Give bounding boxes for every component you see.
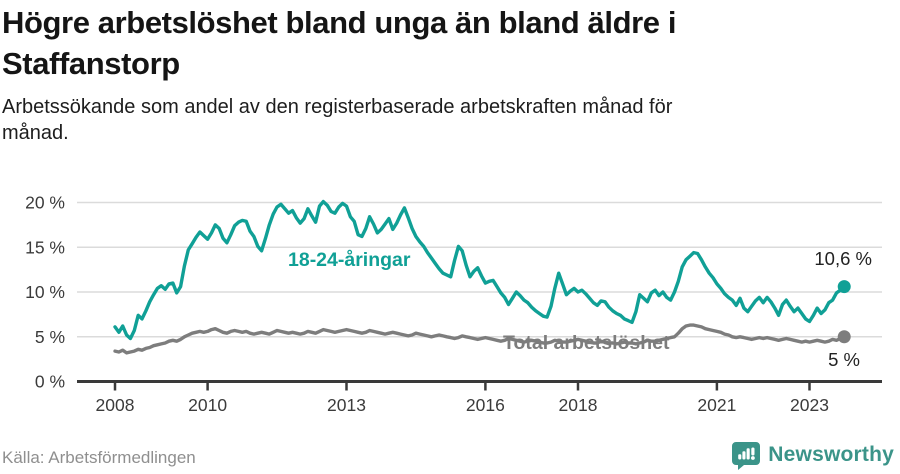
x-axis-label-2016: 2016 bbox=[466, 395, 505, 415]
x-axis-label-2013: 2013 bbox=[327, 395, 366, 415]
chart-svg: 0 % 5 % 10 % 15 % 20 % 2008 2010 2013 2016 2018 20… bbox=[25, 193, 882, 415]
newsworthy-bubble-chart-icon bbox=[732, 442, 761, 470]
series-end-dot-young bbox=[837, 280, 851, 294]
subtitle-line-2: månad. bbox=[2, 122, 69, 144]
x-axis-label-2008: 2008 bbox=[96, 395, 135, 415]
x-axis-label-2010: 2010 bbox=[188, 395, 227, 415]
y-axis-label-15: 15 % bbox=[25, 237, 65, 257]
y-axis-label-10: 10 % bbox=[25, 282, 65, 302]
series-line-young bbox=[113, 199, 846, 341]
y-axis-label-0: 0 % bbox=[35, 372, 65, 392]
subtitle-line-1: Arbetssökande som andel av den registerb… bbox=[2, 96, 673, 118]
chart-subtitle: Arbetssökande som andel av den registerb… bbox=[2, 94, 882, 146]
series-label-young: 18-24-åringar bbox=[288, 248, 411, 271]
series-label-total: Total arbetslöshet bbox=[503, 332, 670, 354]
brand-name: Newsworthy bbox=[768, 443, 894, 466]
chart-footer: Källa: Arbetsförmedlingen Newsworthy bbox=[0, 440, 900, 474]
chart-header: Högre arbetslöshet bland unga än bland ä… bbox=[2, 2, 882, 146]
page-title: Högre arbetslöshet bland unga än bland ä… bbox=[2, 2, 882, 84]
x-axis-label-2018: 2018 bbox=[559, 395, 598, 415]
series-line-total bbox=[113, 323, 846, 355]
line-chart: 0 % 5 % 10 % 15 % 20 % 2008 2010 2013 2016 2018 20… bbox=[0, 178, 900, 420]
title-line-2: Staffanstorp bbox=[2, 46, 180, 81]
source-attribution: Källa: Arbetsförmedlingen bbox=[2, 448, 196, 467]
y-axis-label-20: 20 % bbox=[25, 193, 65, 213]
x-axis-label-2023: 2023 bbox=[790, 395, 829, 415]
series-end-value-total: 5 % bbox=[828, 349, 860, 370]
series-end-value-young: 10,6 % bbox=[814, 248, 872, 269]
newsworthy-logo[interactable]: Newsworthy bbox=[731, 440, 894, 470]
series-end-dot-total bbox=[837, 330, 851, 344]
x-axis-label-2021: 2021 bbox=[697, 395, 736, 415]
title-line-1: Högre arbetslöshet bland unga än bland ä… bbox=[2, 5, 677, 40]
y-axis-label-5: 5 % bbox=[35, 327, 65, 347]
